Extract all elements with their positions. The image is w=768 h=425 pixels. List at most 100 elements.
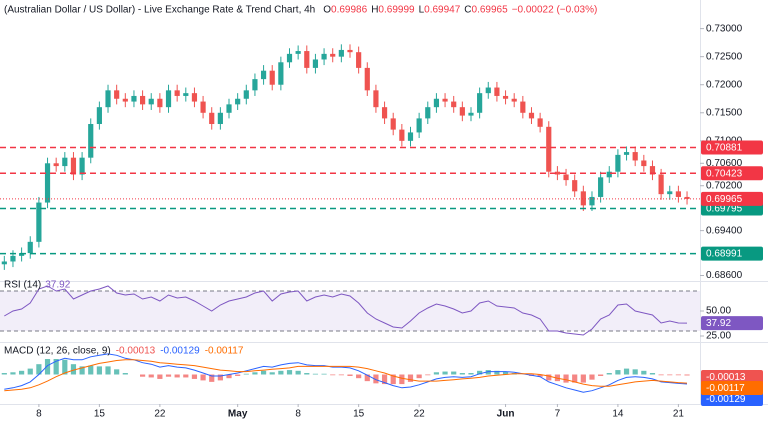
macd-histogram-bar [183, 374, 189, 378]
candle-body [295, 51, 301, 54]
macd-histogram-bar [381, 374, 388, 385]
candle-body [477, 93, 483, 113]
candle-body [183, 93, 189, 96]
candle-body [390, 118, 396, 130]
macd-last-label-bg [701, 392, 763, 406]
macd-histogram-bar [468, 373, 474, 375]
macd-histogram-bar [356, 374, 362, 379]
x-tick-label: 21 [673, 409, 685, 420]
candle-body [235, 98, 241, 105]
candle-body [174, 90, 180, 96]
macd-histogram-bar [286, 370, 293, 375]
macd-histogram-bar [684, 374, 690, 376]
macd-histogram-bar [537, 374, 543, 377]
candle-body [572, 180, 578, 192]
macd-last-label: -0.00129 [706, 394, 746, 405]
macd-histogram-bar [209, 374, 215, 382]
macd-histogram-bar [226, 374, 232, 379]
macd-histogram-bar [105, 366, 111, 375]
macd-histogram-bar [217, 374, 223, 381]
x-tick-label: May [228, 409, 248, 420]
candle-body [537, 118, 543, 127]
y-tick-label: 0.72000 [706, 79, 743, 90]
macd-histogram-bar [589, 374, 595, 380]
macd-histogram-bar [79, 366, 85, 375]
candle-body [131, 95, 137, 102]
ohlc-label: L [419, 5, 425, 16]
candle-body [330, 53, 336, 57]
candle-body [1, 261, 7, 265]
candle-body [356, 52, 362, 68]
macd-histogram-bar [44, 359, 51, 375]
macd-histogram-bar [459, 373, 465, 375]
candle-body [226, 104, 232, 113]
candle-body [589, 196, 595, 206]
ohlc-label: H [371, 5, 378, 16]
histogram-last-label-bg [701, 370, 763, 384]
candle-body [615, 154, 621, 172]
level-label-bg [701, 166, 763, 181]
candle-body [191, 93, 198, 102]
macd-histogram-bar [572, 374, 578, 383]
candle-body [580, 191, 586, 206]
rsi-line [4, 285, 688, 336]
candle-body [252, 79, 258, 91]
y-tick-label: 50.00 [706, 306, 731, 317]
macd-histogram-bar [269, 372, 275, 375]
macd-histogram-bar [338, 374, 344, 376]
macd-histogram-bar [598, 374, 604, 376]
last-price-label: 0.69965 [706, 194, 743, 205]
candle-body [554, 171, 560, 175]
y-tick-label: 0.72500 [706, 51, 743, 62]
macd-histogram-bar [373, 374, 379, 384]
y-tick-label: 0.70200 [706, 180, 743, 191]
macd-histogram-bar [546, 374, 552, 381]
level-label: 0.68991 [706, 249, 743, 260]
macd-histogram-bar [295, 370, 301, 375]
macd-histogram-bar [19, 370, 25, 375]
level-label-bg [701, 140, 763, 155]
candle-body [96, 107, 102, 125]
x-tick-label: 22 [154, 409, 166, 420]
macd-histogram-bar [1, 373, 7, 375]
macd-histogram-bar [321, 373, 327, 375]
macd-histogram-bar [364, 374, 370, 382]
rsi-band-fill [0, 291, 700, 331]
macd-histogram-bar [623, 368, 630, 375]
ohlc-label: O [323, 5, 331, 16]
candle-body [451, 101, 457, 108]
candle-body [425, 107, 431, 119]
candle-body [165, 90, 172, 108]
candle-body [53, 163, 59, 167]
macd-histogram-bar [641, 370, 647, 375]
macd-histogram-bar [407, 374, 414, 382]
macd-histogram-bar [312, 373, 319, 375]
candle-body [62, 157, 68, 167]
candle-body [373, 90, 379, 108]
macd-histogram-bar [243, 373, 249, 375]
candle-body [632, 152, 638, 161]
x-tick-label: 15 [353, 409, 365, 420]
candle-body [70, 157, 77, 175]
macd-histogram-bar [235, 374, 241, 376]
candle-body [623, 152, 630, 155]
candle-body [433, 98, 440, 108]
signal-last-label: -0.00117 [706, 383, 745, 394]
macd-histogram-bar [632, 369, 638, 375]
macd-histogram-bar [390, 374, 396, 385]
candle-body [88, 124, 94, 158]
candle-body [209, 112, 215, 125]
y-tick-label: 0.71500 [706, 107, 743, 118]
macd-histogram-bar [165, 374, 172, 377]
candle-body [442, 98, 448, 102]
level-label-bg [701, 246, 763, 261]
candle-body [79, 157, 85, 175]
x-tick-label: 14 [612, 409, 624, 420]
macd-histogram-bar [425, 374, 431, 376]
ohlc-value: 0.69947 [424, 5, 461, 16]
candle-body [243, 90, 249, 99]
ohlc-label: C [464, 5, 471, 16]
